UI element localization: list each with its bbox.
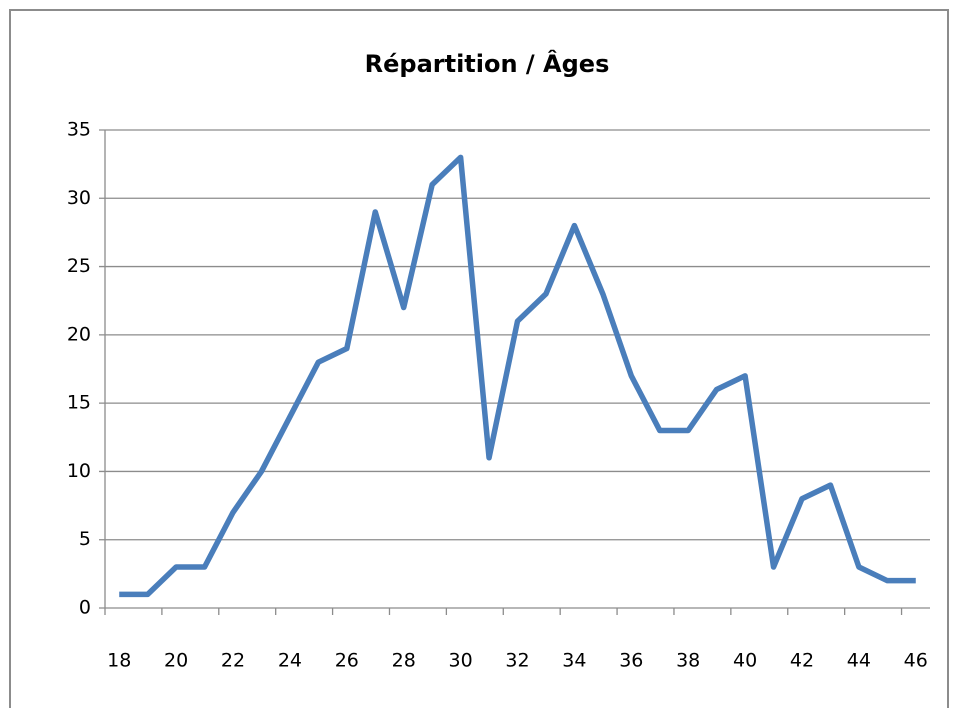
y-tick-label: 35 bbox=[67, 119, 91, 141]
x-tick-label: 18 bbox=[107, 650, 131, 672]
x-tick-label: 30 bbox=[449, 650, 473, 672]
x-tick-label: 24 bbox=[278, 650, 302, 672]
x-tick-label: 34 bbox=[562, 650, 586, 672]
x-tick-label: 36 bbox=[619, 650, 643, 672]
x-tick-label: 22 bbox=[221, 650, 245, 672]
x-tick-label: 20 bbox=[164, 650, 188, 672]
x-tick-label: 38 bbox=[676, 650, 700, 672]
x-tick-label: 28 bbox=[392, 650, 416, 672]
data-line bbox=[119, 154, 916, 598]
x-tick-label: 44 bbox=[847, 650, 871, 672]
chart-title: Répartition / Âges bbox=[365, 49, 610, 78]
y-tick-label: 20 bbox=[67, 323, 91, 345]
x-tick-label: 46 bbox=[904, 650, 928, 672]
y-tick-label: 5 bbox=[79, 528, 91, 550]
y-tick-label: 0 bbox=[79, 597, 91, 619]
y-tick-label: 15 bbox=[67, 392, 91, 414]
x-tick-label: 32 bbox=[505, 650, 529, 672]
y-tick-label: 10 bbox=[67, 460, 91, 482]
y-tick-label: 25 bbox=[67, 255, 91, 277]
chart-frame bbox=[9, 9, 949, 708]
x-tick-label: 26 bbox=[335, 650, 359, 672]
y-tick-label: 30 bbox=[67, 187, 91, 209]
x-tick-label: 40 bbox=[733, 650, 757, 672]
x-tick-label: 42 bbox=[790, 650, 814, 672]
